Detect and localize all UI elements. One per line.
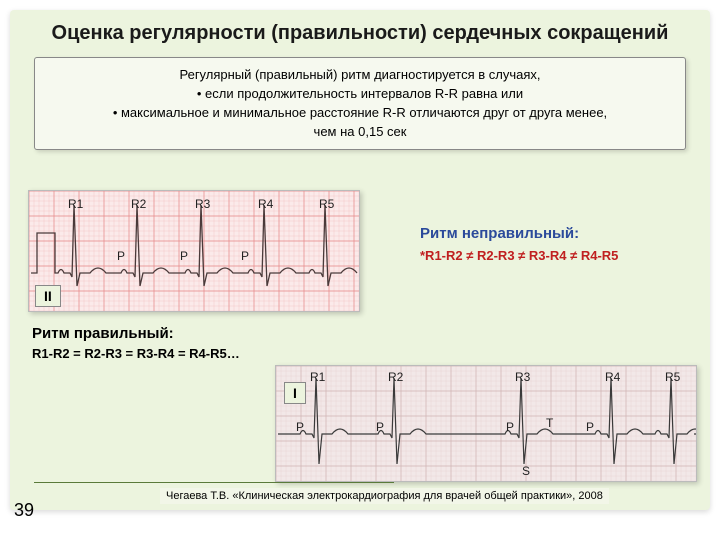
rhythm-irregular-eq: *R1-R2 ≠ R2-R3 ≠ R3-R4 ≠ R4-R5 xyxy=(420,248,700,263)
rhythm-irregular-block: Ритм неправильный: *R1-R2 ≠ R2-R3 ≠ R3-R… xyxy=(420,225,700,263)
ecg-panel-irregular: I R1 R2 R3 R4 R5 P P P P T S xyxy=(275,365,697,482)
ecg-svg-2 xyxy=(276,366,696,481)
info-bullet1: • если продолжительность интервалов R-R … xyxy=(49,85,671,104)
r-label: R5 xyxy=(319,197,334,211)
rhythm-regular-block: Ритм правильный: R1-R2 = R2-R3 = R3-R4 =… xyxy=(32,325,272,361)
info-line1: Регулярный (правильный) ритм диагностиру… xyxy=(49,66,671,85)
rhythm-regular-eq: R1-R2 = R2-R3 = R3-R4 = R4-R5… xyxy=(32,346,272,361)
wave-label: P xyxy=(586,420,594,434)
page-number: 39 xyxy=(14,500,34,521)
r-label: R3 xyxy=(195,197,210,211)
r-label: R2 xyxy=(388,370,403,384)
wave-label: S xyxy=(522,464,530,478)
wave-label: P xyxy=(506,420,514,434)
r-label: R3 xyxy=(515,370,530,384)
lead-label-2: I xyxy=(284,382,306,404)
lead-label-1: II xyxy=(35,285,61,307)
p-label: P xyxy=(241,249,249,263)
r-label: R2 xyxy=(131,197,146,211)
divider xyxy=(34,482,394,483)
citation: Чегаева Т.В. «Клиническая электрокардиог… xyxy=(160,488,609,504)
info-box: Регулярный (правильный) ритм диагностиру… xyxy=(34,57,686,150)
p-label: P xyxy=(180,249,188,263)
wave-label: T xyxy=(546,416,553,430)
p-label: P xyxy=(117,249,125,263)
wave-label: P xyxy=(296,420,304,434)
r-label: R1 xyxy=(68,197,83,211)
info-bullet2: • максимальное и минимальное расстояние … xyxy=(49,104,671,123)
rhythm-regular-title: Ритм правильный: xyxy=(32,325,272,342)
info-line4: чем на 0,15 сек xyxy=(49,123,671,142)
r-label: R4 xyxy=(605,370,620,384)
slide-title: Оценка регулярности (правильности) серде… xyxy=(10,10,710,51)
r-label: R5 xyxy=(665,370,680,384)
r-label: R4 xyxy=(258,197,273,211)
ecg-panel-regular: II R1 R2 R3 R4 R5 P P P xyxy=(28,190,360,312)
slide: Оценка регулярности (правильности) серде… xyxy=(10,10,710,510)
rhythm-irregular-title: Ритм неправильный: xyxy=(420,225,700,242)
r-label: R1 xyxy=(310,370,325,384)
wave-label: P xyxy=(376,420,384,434)
